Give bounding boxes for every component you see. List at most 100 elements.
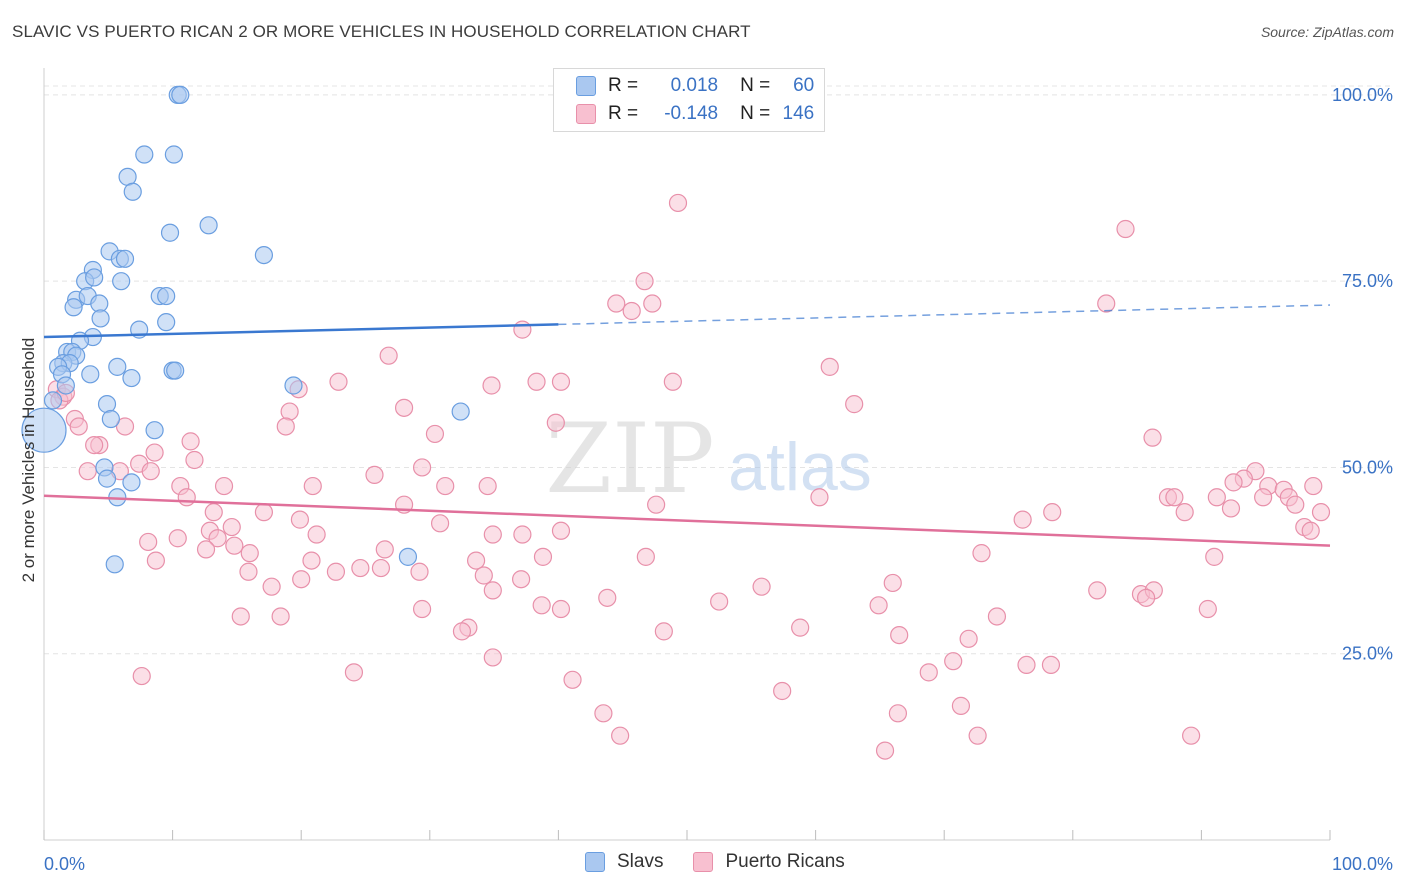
point-slavs bbox=[284, 376, 303, 395]
point-puerto-ricans bbox=[1041, 655, 1061, 675]
point-puerto-ricans bbox=[412, 599, 432, 619]
point-slavs bbox=[108, 357, 127, 376]
point-puerto-ricans bbox=[115, 417, 135, 436]
point-puerto-ricans bbox=[647, 495, 666, 514]
chart-title: SLAVIC VS PUERTO RICAN 2 OR MORE VEHICLE… bbox=[12, 22, 751, 41]
point-puerto-ricans bbox=[987, 607, 1007, 626]
legend-row-puerto-ricans: R = -0.148 N = 146 bbox=[576, 101, 814, 127]
point-slavs bbox=[135, 145, 154, 164]
point-puerto-ricans bbox=[430, 514, 450, 533]
point-puerto-ricans bbox=[196, 540, 216, 559]
point-puerto-ricans bbox=[290, 510, 310, 529]
legend-swatch-puerto-ricans bbox=[576, 104, 596, 124]
point-puerto-ricans bbox=[204, 503, 223, 522]
point-slavs bbox=[81, 365, 100, 384]
point-puerto-ricans bbox=[888, 704, 908, 723]
trend-line-puerto-ricans bbox=[43, 494, 1331, 547]
point-puerto-ricans bbox=[231, 607, 250, 626]
legend-n-value: 60 bbox=[793, 75, 815, 96]
point-puerto-ricans bbox=[483, 648, 502, 667]
point-puerto-ricans bbox=[810, 488, 829, 507]
series-label-puerto-ricans: Puerto Ricans bbox=[725, 851, 845, 872]
point-slavs bbox=[105, 555, 124, 574]
point-puerto-ricans bbox=[1097, 294, 1116, 313]
point-puerto-ricans bbox=[512, 570, 531, 589]
point-puerto-ricans bbox=[820, 357, 839, 376]
point-puerto-ricans bbox=[752, 577, 771, 596]
point-puerto-ricans bbox=[394, 398, 414, 417]
point-puerto-ricans bbox=[636, 547, 655, 566]
x-tick-label: 100.0% bbox=[1332, 854, 1393, 874]
legend-r-label: R = bbox=[608, 103, 639, 124]
point-slavs bbox=[166, 361, 185, 380]
point-puerto-ricans bbox=[141, 462, 160, 481]
point-puerto-ricans bbox=[643, 294, 662, 313]
point-puerto-ricans bbox=[1182, 726, 1201, 745]
point-puerto-ricans bbox=[663, 372, 682, 391]
point-puerto-ricans bbox=[185, 450, 204, 470]
point-puerto-ricans bbox=[532, 596, 551, 615]
point-puerto-ricans bbox=[280, 402, 299, 421]
point-slavs bbox=[145, 421, 164, 440]
source-label: Source: ZipAtlas.com bbox=[1260, 24, 1394, 40]
point-puerto-ricans bbox=[845, 395, 864, 414]
point-puerto-ricans bbox=[302, 551, 321, 570]
trend-lines bbox=[43, 304, 1331, 547]
point-slavs bbox=[91, 309, 110, 328]
trend-line-slavs bbox=[43, 323, 559, 339]
point-slavs bbox=[122, 473, 141, 492]
point-puerto-ricans bbox=[365, 465, 384, 485]
point-puerto-ricans bbox=[371, 558, 391, 578]
point-puerto-ricans bbox=[240, 544, 259, 563]
watermark-atlas: atlas bbox=[728, 429, 872, 505]
point-puerto-ricans bbox=[563, 670, 582, 689]
series-legend-slavs[interactable]: Slavs bbox=[585, 851, 663, 873]
point-slavs bbox=[171, 85, 190, 105]
legend-r-value: -0.148 bbox=[664, 103, 719, 124]
legend-r-label: R = bbox=[608, 75, 639, 96]
point-puerto-ricans bbox=[375, 540, 394, 559]
point-puerto-ricans bbox=[1254, 488, 1273, 507]
point-puerto-ricans bbox=[326, 562, 346, 581]
series-swatch-puerto-ricans bbox=[693, 852, 714, 872]
point-puerto-ricans bbox=[1165, 488, 1184, 507]
point-puerto-ricans bbox=[944, 652, 963, 671]
trend-line-slavs-extension bbox=[558, 304, 1331, 326]
point-puerto-ricans bbox=[412, 458, 432, 477]
legend-n-value: 146 bbox=[782, 103, 815, 124]
series-legend-puerto-ricans[interactable]: Puerto Ricans bbox=[693, 851, 845, 873]
point-puerto-ricans bbox=[177, 488, 196, 507]
point-puerto-ricans bbox=[139, 532, 158, 552]
legend-swatch-slavs bbox=[576, 76, 596, 96]
point-puerto-ricans bbox=[132, 666, 151, 686]
legend-row-slavs: R = 0.018 N = 60 bbox=[576, 73, 814, 99]
point-puerto-ricans bbox=[1198, 599, 1217, 619]
point-puerto-ricans bbox=[594, 704, 613, 723]
y-tick-label: 100.0% bbox=[1332, 85, 1393, 105]
point-slavs bbox=[164, 145, 183, 164]
series-swatch-slavs bbox=[585, 852, 605, 872]
point-puerto-ricans bbox=[527, 372, 546, 391]
point-slavs bbox=[64, 298, 83, 317]
point-slavs bbox=[160, 223, 180, 242]
point-puerto-ricans bbox=[1301, 521, 1320, 540]
point-puerto-ricans bbox=[611, 726, 630, 745]
point-puerto-ricans bbox=[654, 622, 673, 641]
point-slavs bbox=[56, 376, 75, 395]
point-puerto-ricans bbox=[869, 596, 888, 615]
point-puerto-ricans bbox=[225, 536, 244, 555]
point-puerto-ricans bbox=[262, 577, 281, 596]
legend-n-label: N = bbox=[740, 75, 771, 96]
point-puerto-ricans bbox=[883, 573, 902, 593]
legend-n-label: N = bbox=[740, 103, 771, 124]
point-puerto-ricans bbox=[452, 622, 472, 641]
tick-labels: 25.0% 50.0% 75.0% 100.0% 0.0% 100.0% bbox=[44, 85, 1393, 874]
point-puerto-ricans bbox=[292, 570, 311, 589]
axes bbox=[43, 68, 1331, 841]
point-puerto-ricans bbox=[890, 625, 909, 645]
y-tick-label: 50.0% bbox=[1342, 457, 1393, 477]
point-slavs bbox=[157, 313, 176, 332]
point-puerto-ricans bbox=[307, 525, 326, 544]
point-slavs bbox=[43, 391, 63, 410]
